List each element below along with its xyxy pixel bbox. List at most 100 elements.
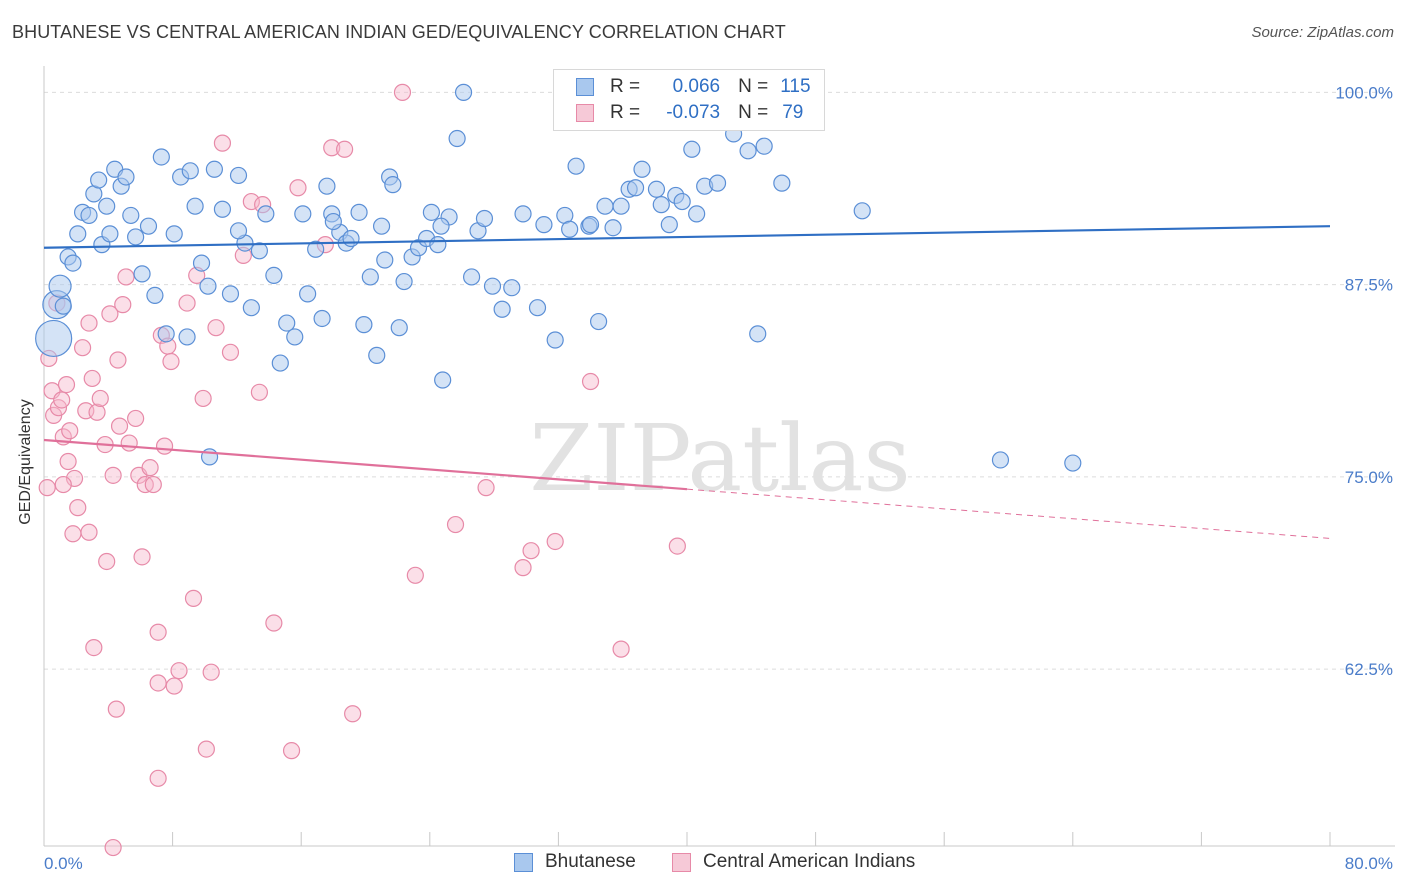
blue-point bbox=[286, 328, 304, 346]
x-tick-labels: 0.0% 80.0% bbox=[44, 854, 1393, 873]
pink-point bbox=[514, 559, 532, 577]
central-american-indians-trend-line bbox=[43, 438, 688, 491]
blue-point bbox=[199, 277, 217, 295]
pink-point bbox=[406, 566, 424, 584]
blue-point bbox=[361, 268, 379, 286]
blue-point bbox=[368, 346, 386, 364]
pink-point bbox=[144, 475, 162, 494]
pink-point bbox=[141, 459, 159, 477]
blue-point bbox=[80, 206, 98, 225]
blue-point bbox=[265, 266, 283, 285]
pink-point bbox=[117, 268, 135, 286]
blue-point bbox=[271, 354, 289, 372]
blue-point bbox=[205, 160, 223, 178]
blue-point bbox=[318, 177, 336, 195]
blue-point bbox=[186, 197, 204, 215]
blue-point bbox=[307, 240, 325, 258]
y-axis-label: GED/Equivalency bbox=[17, 399, 34, 524]
pink-point bbox=[162, 352, 180, 371]
blue-point bbox=[390, 319, 408, 337]
blue-point bbox=[546, 331, 564, 349]
blue-point bbox=[213, 200, 232, 218]
pink-point bbox=[184, 589, 203, 607]
blue-point bbox=[122, 206, 140, 225]
legend-n-value: 115 bbox=[780, 76, 811, 97]
axes bbox=[43, 66, 1395, 847]
pink-point bbox=[323, 139, 341, 157]
blue-point bbox=[54, 297, 72, 315]
y-tick-label: 75.0% bbox=[1345, 468, 1393, 487]
blue-point bbox=[355, 316, 373, 334]
pink-point bbox=[83, 369, 101, 388]
blue-point bbox=[90, 171, 108, 189]
central-american-indians-trend-extension bbox=[686, 488, 1331, 539]
pink-point bbox=[120, 434, 138, 452]
pink-point bbox=[127, 409, 145, 428]
trend-lines bbox=[43, 225, 1331, 539]
blue-point bbox=[652, 196, 670, 214]
pink-point bbox=[98, 552, 116, 571]
blue-point bbox=[596, 197, 614, 215]
pink-point bbox=[265, 614, 283, 632]
blue-point bbox=[612, 197, 630, 215]
blue-point bbox=[342, 229, 360, 248]
blue-point bbox=[384, 176, 402, 194]
blue-point bbox=[139, 217, 158, 235]
pink-point bbox=[289, 179, 307, 197]
blue-point bbox=[250, 242, 269, 260]
y-tick-label: 62.5% bbox=[1345, 660, 1393, 679]
pink-point bbox=[194, 389, 212, 408]
pink-point bbox=[282, 742, 301, 760]
pink-point bbox=[197, 740, 215, 758]
blue-point bbox=[229, 166, 248, 185]
watermark: ZIPatlas bbox=[529, 405, 910, 512]
blue-point bbox=[48, 274, 72, 298]
bottom-legend-label: Central American Indians bbox=[703, 851, 916, 872]
blue-point bbox=[165, 225, 183, 243]
pink-point bbox=[101, 305, 119, 323]
bottom-legend-swatch-blue bbox=[514, 852, 533, 872]
blue-point bbox=[221, 285, 240, 303]
legend-r-value: -0.073 bbox=[666, 102, 721, 123]
legend-n-label: N = bbox=[738, 76, 769, 97]
pink-point bbox=[149, 769, 167, 787]
pink-point bbox=[109, 351, 127, 369]
pink-point bbox=[73, 339, 92, 357]
blue-point bbox=[101, 225, 119, 243]
blue-point bbox=[35, 319, 73, 358]
blue-point bbox=[462, 268, 481, 286]
source-label: Source: ZipAtlas.com bbox=[1251, 24, 1394, 41]
pink-point bbox=[149, 623, 167, 641]
bottom-legend: Bhutanese Central American Indians bbox=[0, 851, 1406, 877]
blue-point bbox=[157, 325, 175, 343]
blue-point bbox=[324, 212, 342, 231]
pink-point bbox=[213, 134, 232, 152]
blue-point bbox=[683, 140, 701, 158]
blue-point bbox=[434, 371, 452, 389]
legend-n-label: N = bbox=[738, 102, 769, 123]
x-tick-label: 0.0% bbox=[44, 854, 83, 873]
blue-point bbox=[178, 328, 196, 346]
blue-point bbox=[514, 205, 532, 223]
pink-point bbox=[114, 296, 132, 314]
blue-point bbox=[133, 265, 151, 283]
pink-point bbox=[91, 389, 109, 408]
pink-point bbox=[581, 372, 600, 391]
pink-point bbox=[53, 391, 71, 409]
blue-point bbox=[192, 254, 211, 272]
blue-point bbox=[749, 325, 767, 343]
blue-point bbox=[493, 300, 511, 318]
blue-point bbox=[152, 148, 170, 166]
pink-point bbox=[107, 700, 125, 718]
pink-point bbox=[69, 499, 87, 517]
pink-point bbox=[207, 319, 225, 337]
blue-point bbox=[755, 137, 773, 155]
y-tick-label: 100.0% bbox=[1335, 83, 1393, 102]
pink-point bbox=[133, 548, 151, 566]
blue-point bbox=[1064, 454, 1082, 472]
blue-point bbox=[535, 216, 553, 234]
pink-point bbox=[221, 343, 240, 361]
pink-point bbox=[178, 294, 196, 312]
pink-point bbox=[110, 417, 129, 435]
pink-point bbox=[250, 383, 269, 401]
